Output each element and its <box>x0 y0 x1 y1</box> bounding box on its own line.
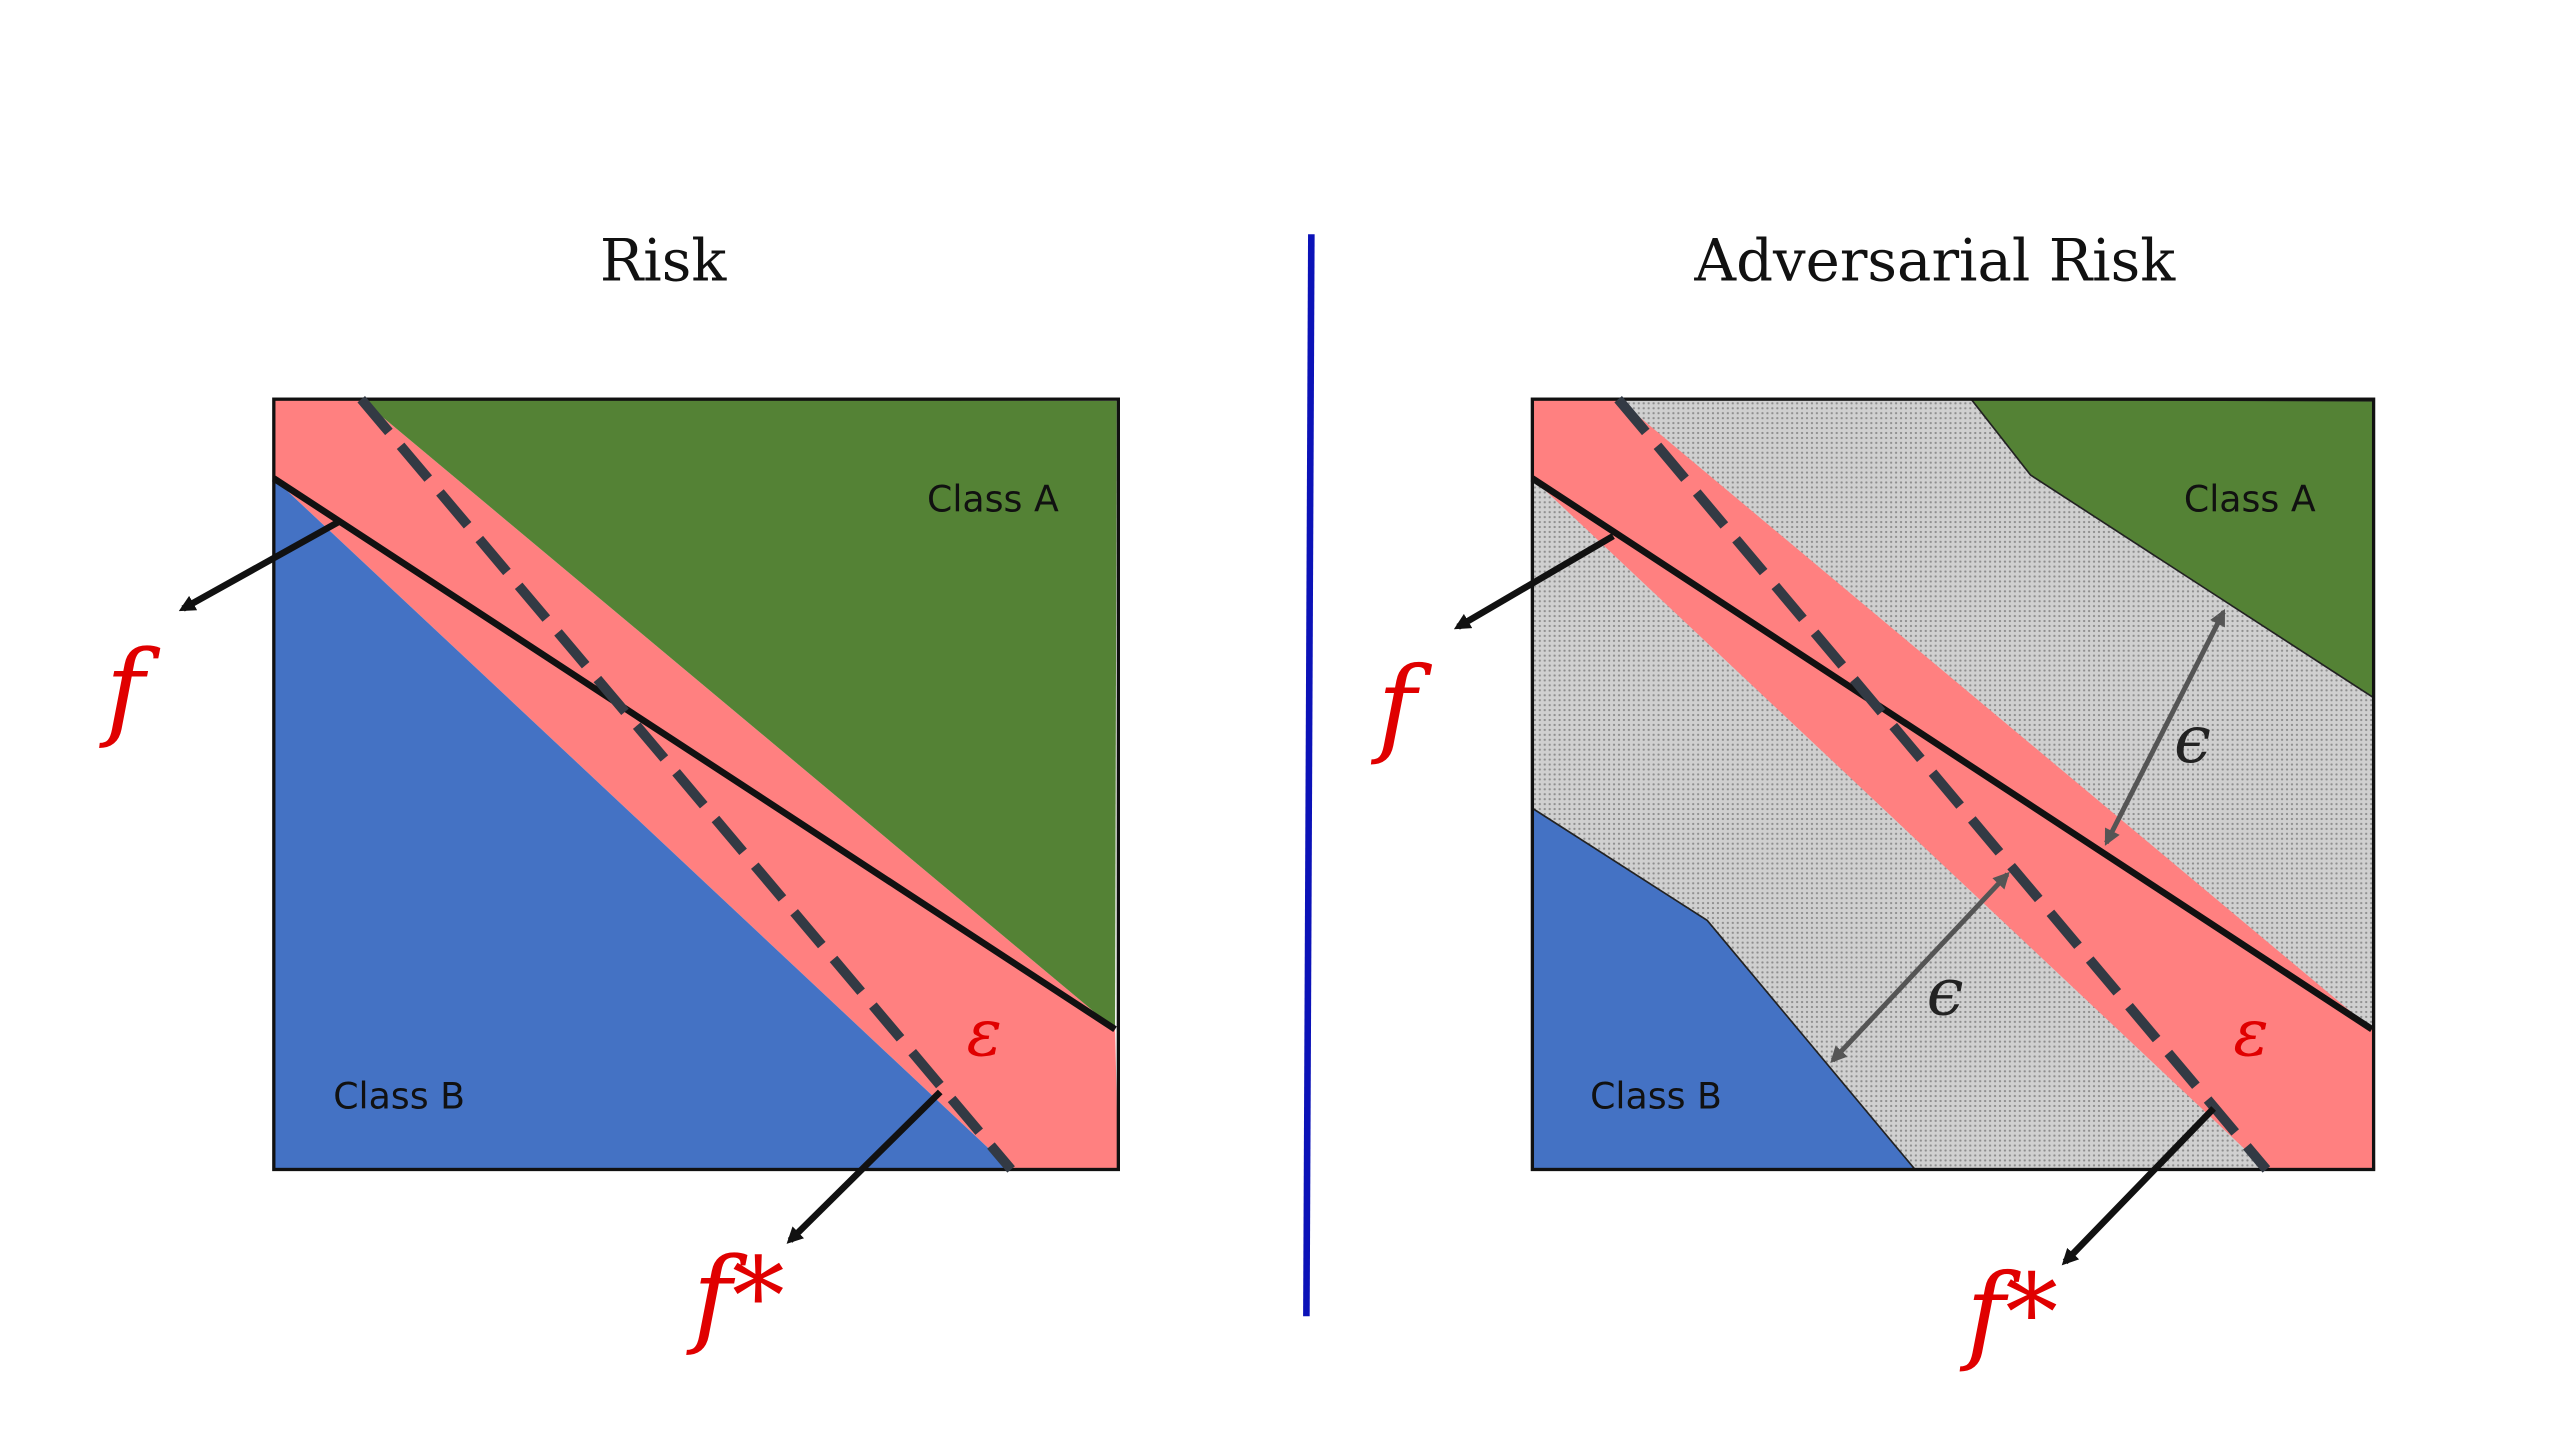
risk-panel: Risk Class A Class B f f* ε <box>99 226 1120 1358</box>
optimal-classifier-line <box>357 395 1015 1173</box>
panel-divider <box>1303 234 1315 1317</box>
fstar-label: f* <box>1959 1251 2058 1374</box>
perturbation-arrow-upper <box>2104 609 2226 846</box>
f-label: f <box>1370 644 1432 767</box>
plot-border <box>1530 397 2376 1172</box>
class-a-label: Class A <box>927 477 1059 520</box>
adversarial-risk-title: Adversarial Risk <box>1693 226 2176 294</box>
error-region <box>1532 399 2376 1170</box>
fstar-pointer-arrow <box>786 1089 943 1244</box>
risk-title: Risk <box>600 226 728 294</box>
class-b-label: Class B <box>1590 1074 1722 1117</box>
perturbation-epsilon-upper-label: ϵ <box>2174 701 2211 778</box>
classifier-f-line <box>1530 475 2374 1033</box>
f-pointer-arrow <box>178 518 342 612</box>
error-epsilon-label: ε <box>2233 995 2268 1072</box>
error-epsilon-label: ε <box>967 995 1002 1072</box>
plot-border <box>272 397 1120 1172</box>
class-a-region <box>361 399 1117 1030</box>
class-a-label: Class A <box>2184 477 2316 520</box>
class-b-label: Class B <box>333 1074 465 1117</box>
fstar-pointer-arrow <box>2061 1106 2216 1266</box>
error-region <box>273 399 1119 1170</box>
perturbation-arrow-lower <box>1830 871 2010 1064</box>
perturbation-epsilon-lower-label: ϵ <box>1927 953 1964 1030</box>
adversarial-risk-panel: Adversarial Risk Class A Class B ϵ ϵ f f… <box>1370 226 2376 1374</box>
f-pointer-arrow <box>1453 533 1615 630</box>
classifier-f-line <box>272 475 1117 1033</box>
f-label: f <box>99 628 161 751</box>
fstar-label: f* <box>686 1235 785 1358</box>
optimal-classifier-line <box>1614 395 2271 1173</box>
